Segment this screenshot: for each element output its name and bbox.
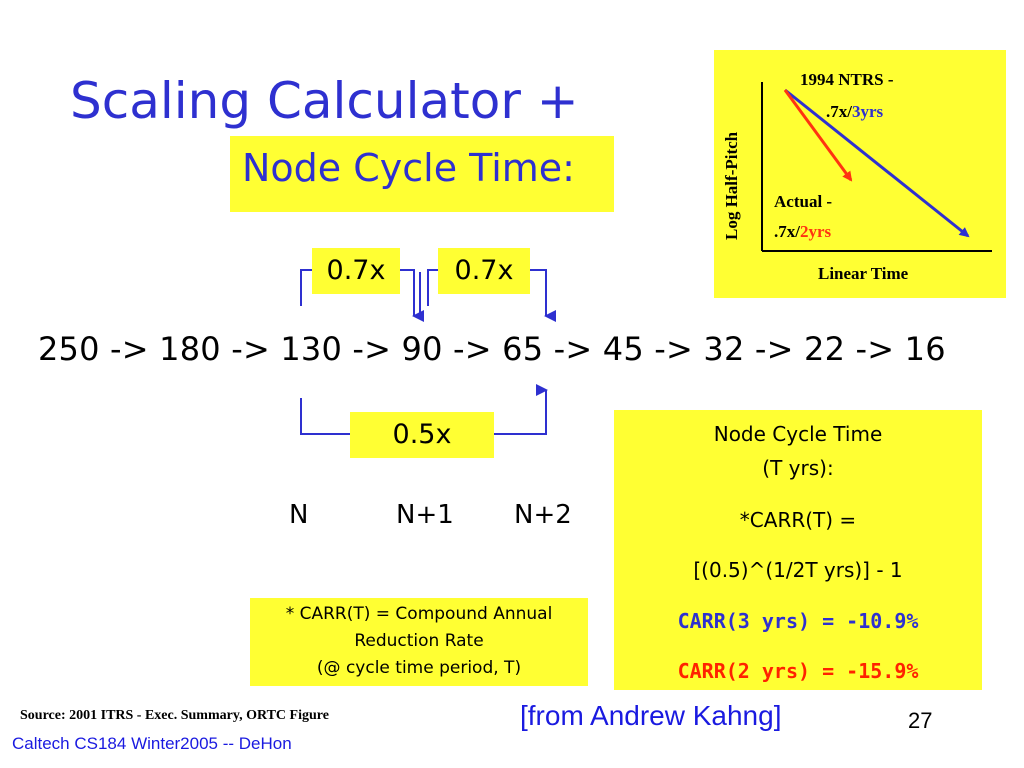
info-carr-definition: *CARR(T) = — [739, 508, 857, 532]
ntrs-trend-line — [784, 88, 970, 238]
ntrs-rate-label: .7x/3yrs — [826, 102, 883, 122]
node-label-n-plus-1: N+1 — [396, 500, 454, 530]
factor-box-0.5x: 0.5x — [350, 412, 494, 458]
factor-box-0.7x-second: 0.7x — [438, 248, 530, 294]
ntrs-period: 3yrs — [851, 102, 884, 121]
actual-trend-line — [783, 89, 853, 182]
node-label-n: N — [289, 500, 309, 530]
chart-x-axis-label: Linear Time — [818, 264, 909, 283]
attribution: [from Andrew Kahng] — [520, 700, 782, 731]
carr-info-panel — [614, 410, 982, 690]
slide-subtitle: Node Cycle Time: — [242, 146, 575, 190]
subtitle-highlight — [230, 136, 614, 212]
actual-rate-label: .7x/2yrs — [774, 222, 831, 242]
slide-title: Scaling Calculator + — [70, 72, 579, 130]
footnote-line-3: (@ cycle time period, T) — [316, 658, 522, 678]
page-number: 27 — [908, 708, 933, 733]
info-heading: Node Cycle Time — [713, 422, 883, 446]
info-period: (T yrs): — [762, 456, 834, 480]
source-citation: Source: 2001 ITRS - Exec. Summary, ORTC … — [20, 708, 329, 723]
actual-rate: .7x/ — [774, 222, 800, 241]
info-carr-3yrs: CARR(3 yrs) = -10.9% — [677, 609, 919, 633]
footnote-line-2: Reduction Rate — [354, 631, 484, 651]
carr-footnote-panel — [250, 598, 588, 686]
ntrs-rate: .7x/ — [826, 102, 852, 121]
node-sequence: 250 -> 180 -> 130 -> 90 -> 65 -> 45 -> 3… — [38, 330, 946, 368]
actual-period: 2yrs — [799, 222, 832, 241]
info-carr-2yrs: CARR(2 yrs) = -15.9% — [677, 659, 919, 683]
chart-y-axis-label: Log Half-Pitch — [722, 131, 741, 240]
factor-box-0.7x-first: 0.7x — [312, 248, 400, 294]
course-footer: Caltech CS184 Winter2005 -- DeHon — [12, 734, 292, 753]
actual-label: Actual - — [774, 192, 833, 211]
node-label-n-plus-2: N+2 — [514, 500, 572, 530]
info-carr-formula: [(0.5)^(1/2T yrs)] - 1 — [693, 558, 903, 582]
footnote-line-1: * CARR(T) = Compound Annual — [285, 604, 553, 624]
ntrs-label: 1994 NTRS - — [800, 70, 894, 89]
